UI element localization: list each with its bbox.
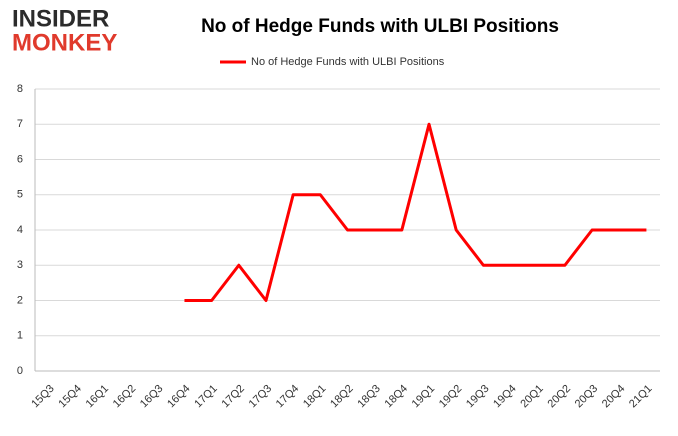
logo-top: INSIDER xyxy=(12,5,109,32)
logo-bottom: MONKEY xyxy=(12,29,117,56)
y-tick-label: 5 xyxy=(17,189,23,201)
y-tick-label: 2 xyxy=(17,294,23,306)
y-tick-label: 4 xyxy=(17,224,23,236)
legend-label: No of Hedge Funds with ULBI Positions xyxy=(251,56,445,68)
y-tick-label: 8 xyxy=(17,83,23,95)
line xyxy=(184,122,647,302)
y-tick-label: 7 xyxy=(17,118,23,130)
y-tick-label: 6 xyxy=(17,153,23,165)
y-tick-label: 3 xyxy=(17,259,23,271)
chart-title: No of Hedge Funds with ULBI Positions xyxy=(201,16,559,37)
y-tick-label: 1 xyxy=(17,330,23,342)
y-tick-label: 0 xyxy=(17,365,23,377)
